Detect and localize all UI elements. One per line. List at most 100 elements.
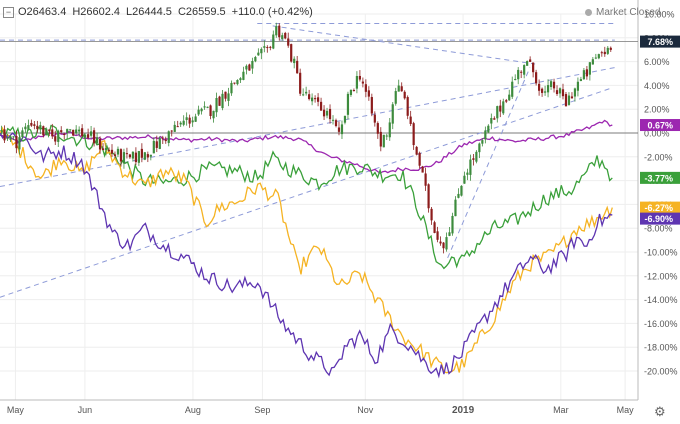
candle-body [45,128,48,136]
candle-body [597,54,600,59]
candle-body [287,38,290,46]
gear-icon[interactable]: ⚙ [654,404,666,419]
candle-body [128,154,132,158]
candle-body [499,105,502,112]
candle-body [293,58,296,64]
market-status: Market Closed [585,7,660,18]
collapse-toggle-icon[interactable]: − [3,6,14,18]
candle-body [421,166,424,173]
candle-body [89,131,93,136]
candle-body [122,152,126,164]
candle-body [155,141,158,148]
change-value: +110.0 (+0.42%) [231,6,313,18]
candle-body [92,130,96,144]
candle-body [104,147,108,151]
candle-body [561,89,565,97]
candle-body [364,84,367,92]
candle-body [140,148,143,158]
candle-body [248,64,251,71]
candle-body [436,231,439,240]
candle-body [466,172,469,175]
candle-body [579,79,583,81]
candle-body [158,138,161,149]
value-badge [640,171,680,184]
candle-body [463,175,466,184]
candle-body [9,136,12,140]
value-badge [640,35,680,48]
candle-body [379,131,382,147]
candle-body [505,100,508,102]
candle-body [161,137,164,139]
candle-body [272,34,275,49]
candle-body [290,44,293,62]
candle-body [215,98,218,113]
candle-body [552,81,556,89]
candle-body [113,154,117,156]
candle-body [451,215,454,234]
candle-body [358,75,361,80]
candle-body [275,26,278,36]
candle-body [239,78,242,81]
series-line [0,124,613,270]
candle-body [299,72,302,94]
candle-body [540,88,544,93]
value-badge [640,212,680,225]
candle-body [424,173,427,186]
candle-body [442,242,445,249]
candle-body [107,149,111,151]
candle-body [340,124,344,135]
candle-body [185,117,188,121]
candle-body [585,69,588,77]
candle-body [134,152,137,163]
candle-body [87,134,90,138]
candle-body [406,97,409,116]
candle-body [532,62,535,73]
candle-body [517,69,520,80]
candle-body [487,125,490,133]
candle-body [609,47,612,50]
candle-body [400,86,403,92]
price-axis-tick-label: 2.00% [644,105,670,115]
candle-body [457,193,460,198]
candle-body [526,61,529,66]
high-value: H26602.4 [72,6,121,18]
candle-body [218,96,221,106]
candle-body [30,122,33,126]
candle-body [179,122,182,125]
candle-body [266,47,269,49]
candle-body [546,85,550,93]
candle-body [296,60,299,74]
candle-body [433,222,436,233]
candle-body [260,48,263,54]
candle-body [325,110,329,116]
candle-body [376,123,379,134]
candle-body [361,81,364,84]
candle-body [570,96,574,99]
candle-body [257,52,260,56]
candle-body [119,149,123,162]
series-line [0,126,613,374]
candle-body [116,148,120,155]
candle-body [490,117,493,124]
candle-body [15,136,18,149]
candle-body [311,97,314,102]
candle-body [101,148,105,151]
time-axis-tick-label: May [7,405,25,415]
candle-body [385,135,388,137]
candle-body [600,52,603,54]
candle-body [382,134,385,148]
candle-body [245,65,248,70]
value-badge-label: -3.77% [644,173,673,183]
price-axis-tick-label: -12.00% [644,271,678,281]
candle-body [194,116,197,122]
candle-body [72,129,75,136]
candle-body [251,60,254,69]
candle-body [281,35,284,40]
candle-body [269,46,272,48]
candle-body [302,94,305,96]
candle-body [415,146,418,155]
trend-line [447,67,531,259]
candle-body [427,184,430,209]
